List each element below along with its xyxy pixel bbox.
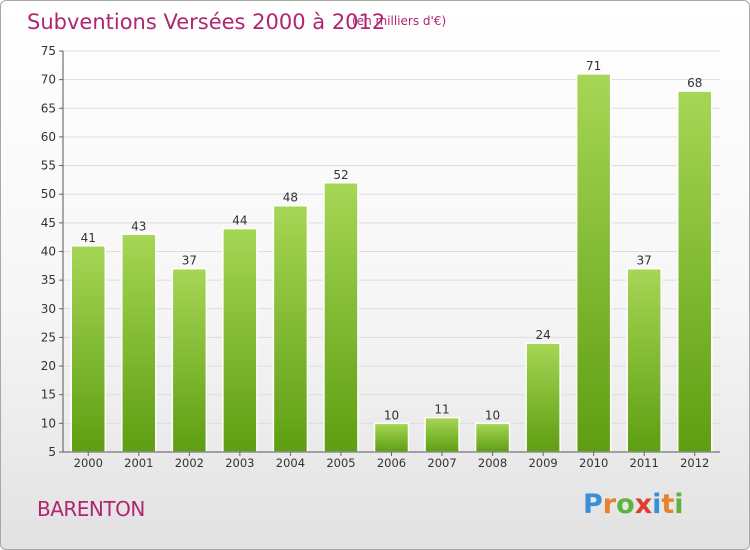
bar-2003 bbox=[222, 227, 258, 453]
bar-2001 bbox=[121, 233, 157, 453]
x-tick-label: 2011 bbox=[630, 456, 659, 470]
x-tick-label: 2009 bbox=[528, 456, 557, 470]
x-tick-label: 2006 bbox=[377, 456, 406, 470]
bars: 41 43 37 44 48 52 10 11 10 24 71 37 68 bbox=[70, 59, 713, 453]
bar-2000 bbox=[70, 245, 107, 453]
logo-letter: i bbox=[652, 489, 662, 520]
y-tick-label: 40 bbox=[41, 245, 56, 259]
bar-2009 bbox=[525, 342, 561, 453]
chart-subtitle: (en milliers d'€) bbox=[352, 14, 447, 28]
x-tick-label: 2004 bbox=[276, 456, 305, 470]
bar-2006 bbox=[373, 422, 410, 453]
x-tick-label: 2000 bbox=[74, 456, 103, 470]
x-tick-label: 2002 bbox=[175, 456, 204, 470]
y-tick-label: 70 bbox=[41, 73, 56, 87]
y-tick-label: 30 bbox=[41, 302, 56, 316]
logo-letter: t bbox=[661, 489, 675, 520]
data-label: 52 bbox=[333, 168, 348, 182]
bar-2011 bbox=[626, 267, 662, 453]
y-tick-label: 60 bbox=[41, 130, 56, 144]
proxiti-logo[interactable]: Proxiti bbox=[583, 489, 684, 520]
bar-2004 bbox=[272, 204, 309, 453]
x-tick-label: 2010 bbox=[579, 456, 608, 470]
y-tick-label: 65 bbox=[41, 101, 56, 115]
y-tick-label: 55 bbox=[41, 159, 56, 173]
x-tick-label: 2005 bbox=[326, 456, 355, 470]
bar-2012 bbox=[676, 90, 713, 453]
x-tick-label: 2007 bbox=[427, 456, 456, 470]
axes: 5 10 15 20 25 30 35 40 45 50 55 60 65 70 75 2000 2001 200… bbox=[41, 44, 720, 470]
data-label: 10 bbox=[384, 408, 399, 422]
x-tick-label: 2008 bbox=[478, 456, 507, 470]
y-tick-label: 20 bbox=[41, 359, 56, 373]
data-label: 37 bbox=[182, 254, 197, 268]
logo-letter: P bbox=[583, 489, 603, 520]
x-tick-label: 2012 bbox=[680, 456, 709, 470]
bar-2002 bbox=[171, 267, 208, 453]
data-label: 37 bbox=[637, 254, 652, 268]
x-tick-label: 2003 bbox=[225, 456, 254, 470]
data-label: 71 bbox=[586, 59, 601, 73]
bar-2008 bbox=[474, 422, 511, 453]
y-tick-label: 75 bbox=[41, 44, 56, 58]
data-label: 41 bbox=[81, 231, 96, 245]
logo-letter: x bbox=[634, 489, 653, 520]
x-tick-label: 2001 bbox=[124, 456, 153, 470]
logo-letter: r bbox=[602, 489, 617, 520]
bar-2005 bbox=[323, 182, 359, 453]
y-tick-label: 5 bbox=[48, 445, 56, 459]
data-label: 10 bbox=[485, 408, 500, 422]
bar-2010 bbox=[575, 73, 612, 453]
data-label: 11 bbox=[434, 403, 449, 417]
y-tick-label: 25 bbox=[41, 330, 56, 344]
data-label: 48 bbox=[283, 191, 298, 205]
logo-letter: o bbox=[616, 489, 635, 520]
y-tick-label: 15 bbox=[41, 388, 56, 402]
logo-letter: i bbox=[674, 489, 684, 520]
data-label: 43 bbox=[131, 219, 146, 233]
y-tick-label: 50 bbox=[41, 187, 56, 201]
y-tick-label: 45 bbox=[41, 216, 56, 230]
y-tick-label: 10 bbox=[41, 416, 56, 430]
bar-2007 bbox=[424, 416, 460, 453]
chart-title: Subventions Versées 2000 à 2012 bbox=[27, 10, 386, 34]
data-label: 44 bbox=[232, 214, 247, 228]
y-tick-label: 35 bbox=[41, 273, 56, 287]
grid bbox=[63, 50, 720, 453]
data-label: 24 bbox=[535, 328, 550, 342]
place-name: BARENTON bbox=[37, 497, 145, 521]
data-label: 68 bbox=[687, 76, 702, 90]
